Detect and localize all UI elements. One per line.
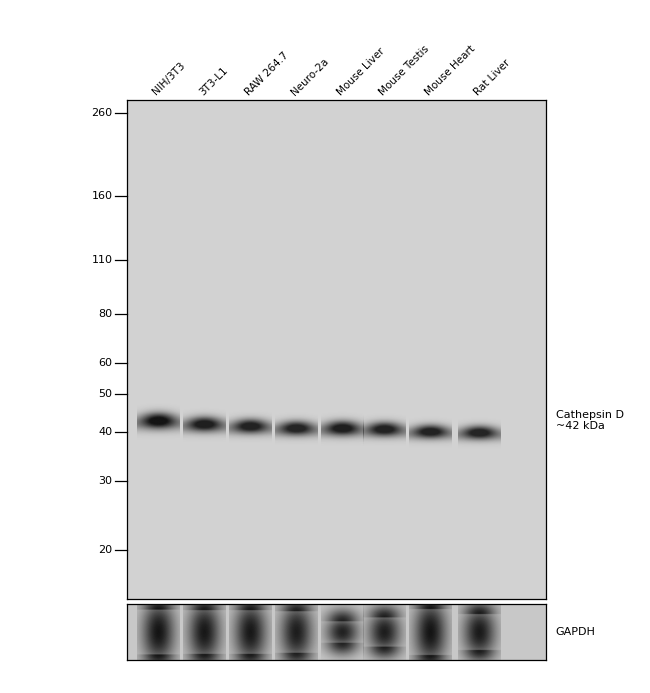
Text: 80: 80 [98, 309, 112, 319]
Text: 60: 60 [98, 358, 112, 368]
Text: RAW 264.7: RAW 264.7 [243, 50, 291, 97]
Text: 40: 40 [98, 427, 112, 437]
Text: 260: 260 [91, 108, 112, 118]
Text: Rat Liver: Rat Liver [472, 58, 512, 97]
Text: NIH/3T3: NIH/3T3 [151, 60, 188, 97]
Text: Cathepsin D
~42 kDa: Cathepsin D ~42 kDa [556, 410, 624, 431]
Text: 160: 160 [92, 191, 112, 201]
Text: Mouse Testis: Mouse Testis [378, 43, 431, 97]
Text: Neuro-2a: Neuro-2a [289, 56, 331, 97]
Text: 30: 30 [98, 476, 112, 486]
Text: 50: 50 [98, 389, 112, 399]
Text: Mouse Liver: Mouse Liver [335, 46, 387, 97]
Text: Mouse Heart: Mouse Heart [424, 43, 477, 97]
Text: 3T3-L1: 3T3-L1 [197, 64, 229, 97]
Text: GAPDH: GAPDH [556, 627, 595, 637]
Text: 20: 20 [98, 545, 112, 555]
Text: 110: 110 [92, 254, 112, 265]
